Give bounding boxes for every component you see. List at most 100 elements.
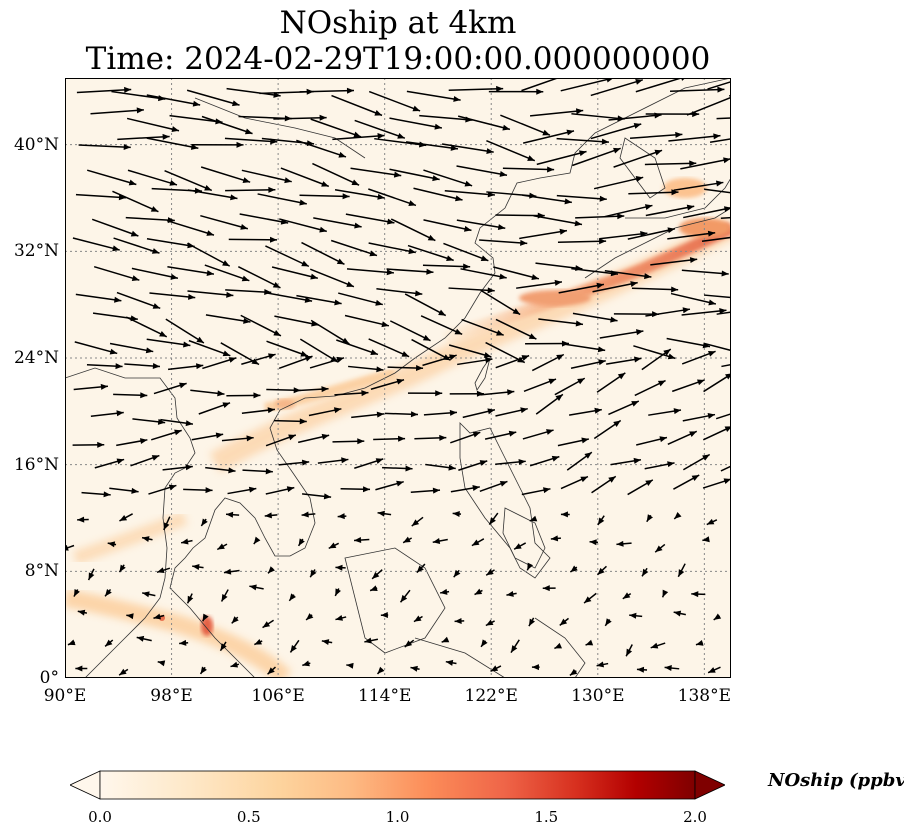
wind-arrow-head bbox=[267, 566, 275, 574]
wind-arrow-head bbox=[707, 412, 716, 419]
wind-arrow-shaft bbox=[271, 266, 319, 280]
wind-arrow-shaft bbox=[266, 340, 309, 357]
wind-arrow-head bbox=[707, 230, 716, 237]
wind-arrow-head bbox=[124, 86, 132, 93]
wind-arrow-head bbox=[131, 487, 139, 494]
wind-arrow-head bbox=[354, 537, 362, 544]
wind-arrow-shaft bbox=[117, 135, 170, 141]
wind-arrow-head bbox=[236, 141, 244, 148]
wind-arrow-shaft bbox=[113, 237, 160, 254]
wind-arrow-head bbox=[267, 407, 275, 414]
wind-arrow-shaft bbox=[109, 342, 154, 353]
wind-arrow-shaft bbox=[486, 140, 536, 162]
wind-arrow-head bbox=[622, 592, 631, 599]
lon-tick-label: 114°E bbox=[357, 686, 412, 706]
wind-arrow-shaft bbox=[93, 265, 140, 281]
wind-arrow-head bbox=[200, 666, 207, 674]
wind-arrow-head bbox=[445, 659, 454, 666]
wind-arrow-head bbox=[396, 480, 404, 487]
wind-arrow-shaft bbox=[299, 194, 350, 198]
wind-arrow-head bbox=[267, 667, 275, 675]
wind-arrow-head bbox=[301, 459, 310, 466]
wind-arrow-head bbox=[708, 299, 716, 306]
wind-arrow-shaft bbox=[75, 193, 127, 199]
wind-arrow-shaft bbox=[111, 90, 166, 100]
wind-arrow-head bbox=[497, 224, 506, 231]
wind-arrow-shaft bbox=[703, 294, 731, 299]
wind-arrow-shaft bbox=[127, 169, 178, 186]
wind-arrow-head bbox=[362, 486, 371, 493]
wind-arrow-shaft bbox=[495, 214, 545, 217]
wind-arrow-head bbox=[422, 334, 431, 341]
wind-arrow-head bbox=[432, 175, 440, 182]
wind-arrow-head bbox=[217, 390, 225, 397]
wind-arrow-shaft bbox=[575, 215, 625, 219]
wind-arrow-head bbox=[116, 458, 125, 465]
wind-arrow-head bbox=[439, 434, 447, 441]
wind-arrow-head bbox=[171, 126, 180, 133]
wind-arrow-shaft bbox=[301, 241, 345, 265]
wind-arrow-head bbox=[374, 110, 383, 116]
wind-arrow-head bbox=[77, 609, 86, 616]
wind-arrow-head bbox=[686, 204, 695, 211]
lat-tick-label: 32°N bbox=[13, 241, 59, 262]
wind-arrow-head bbox=[380, 611, 388, 618]
wind-arrow-shaft bbox=[716, 311, 731, 315]
wind-arrow-head bbox=[268, 186, 276, 193]
wind-arrow-head bbox=[152, 363, 160, 370]
colorbar-tick-label: 0.0 bbox=[88, 808, 112, 826]
wind-arrow-head bbox=[264, 512, 272, 519]
wind-arrow-shaft bbox=[556, 137, 610, 143]
wind-arrow-head bbox=[192, 564, 200, 571]
wind-arrow-head bbox=[650, 642, 659, 649]
wind-arrow-shaft bbox=[407, 244, 454, 262]
wind-arrow-head bbox=[479, 460, 488, 466]
wind-arrow-head bbox=[364, 637, 372, 644]
wind-arrow-head bbox=[426, 268, 434, 275]
wind-arrow-head bbox=[67, 639, 76, 646]
wind-arrow-head bbox=[226, 291, 234, 298]
figure-title: NOship at 4km bbox=[279, 5, 517, 41]
wind-arrow-shaft bbox=[448, 87, 504, 91]
wind-arrow-shaft bbox=[683, 207, 731, 219]
wind-arrow-head bbox=[242, 177, 251, 183]
wind-arrow-head bbox=[398, 435, 406, 442]
wind-arrow-head bbox=[574, 220, 582, 227]
wind-arrow-shaft bbox=[390, 218, 436, 242]
wind-arrow-head bbox=[599, 195, 607, 202]
wind-arrow-shaft bbox=[78, 144, 131, 149]
wind-arrow-head bbox=[547, 166, 555, 173]
wind-arrow-head bbox=[644, 273, 652, 280]
wind-arrow-shaft bbox=[535, 262, 583, 270]
wind-arrow-head bbox=[222, 350, 231, 357]
wind-arrow-head bbox=[662, 589, 669, 598]
wind-arrow-shaft bbox=[721, 363, 731, 368]
wind-arrow-head bbox=[157, 660, 166, 667]
wind-arrow-head bbox=[196, 336, 204, 344]
wind-arrow-shaft bbox=[423, 219, 472, 232]
wind-arrow-shaft bbox=[704, 188, 731, 194]
wind-arrow-shaft bbox=[200, 166, 251, 183]
wind-arrow-head bbox=[671, 286, 679, 293]
wind-arrow-shaft bbox=[404, 293, 447, 317]
wind-arrow-shaft bbox=[265, 245, 310, 268]
wind-arrow-shaft bbox=[225, 189, 276, 192]
wind-arrow-head bbox=[667, 227, 675, 234]
wind-arrow-head bbox=[370, 585, 378, 591]
wind-arrow-head bbox=[695, 639, 704, 646]
wind-arrow-head bbox=[715, 180, 724, 187]
wind-arrow-shaft bbox=[460, 268, 507, 279]
wind-arrow-head bbox=[671, 189, 679, 196]
wind-arrow-head bbox=[338, 151, 347, 158]
wind-arrow-shaft bbox=[405, 141, 459, 150]
wind-arrow-head bbox=[721, 270, 729, 277]
wind-arrow-shaft bbox=[448, 344, 492, 358]
wind-arrow-head bbox=[403, 536, 411, 543]
wind-arrow-shaft bbox=[228, 238, 278, 241]
wind-arrow-shaft bbox=[330, 239, 378, 257]
wind-arrow-head bbox=[528, 333, 537, 340]
wind-arrow-shaft bbox=[461, 318, 504, 336]
wind-arrow-head bbox=[222, 402, 231, 409]
wind-arrow-head bbox=[335, 614, 343, 621]
wind-arrow-head bbox=[163, 522, 170, 530]
